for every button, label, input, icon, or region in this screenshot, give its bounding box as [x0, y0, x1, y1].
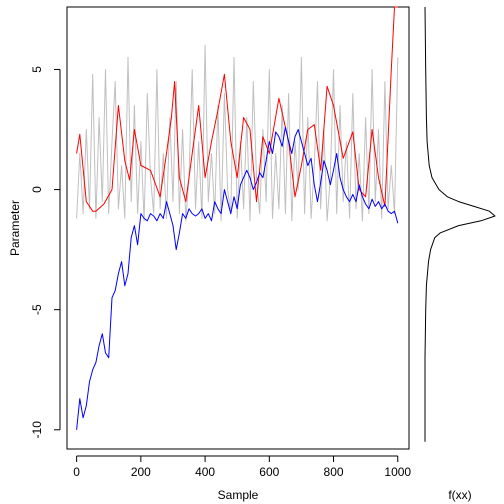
density-axis-title: f(xx): [448, 488, 471, 502]
blue-trace-line: [76, 126, 399, 430]
y-tick-label: 0: [30, 186, 44, 193]
red-step-trace-line: [76, 6, 398, 212]
x-tick-label: 1000: [384, 465, 411, 479]
x-tick-label: 200: [131, 465, 151, 479]
density-panel: f(xx): [424, 6, 496, 502]
y-tick-label: -10: [30, 421, 44, 439]
x-tick-label: 600: [259, 465, 279, 479]
density-curve: [424, 6, 496, 442]
x-axis-title: Sample: [218, 488, 259, 502]
plot-frame: [66, 6, 410, 450]
y-axis: -10 -5 0 5: [30, 66, 61, 439]
x-tick-label: 0: [73, 465, 80, 479]
y-tick-label: 5: [30, 66, 44, 73]
x-tick-label: 800: [324, 465, 344, 479]
y-tick-label: -5: [30, 304, 44, 315]
y-axis-title: Parameter: [8, 200, 22, 256]
density-layer: [424, 6, 496, 442]
x-axis: 0 200 400 600 800 1000: [73, 455, 411, 479]
main-panel: 0 200 400 600 800 1000 -10 -5 0 5 Sample Paramet…: [8, 6, 411, 502]
series-layer: [76, 6, 399, 430]
x-tick-label: 400: [195, 465, 215, 479]
gray-trace-line: [76, 44, 399, 222]
